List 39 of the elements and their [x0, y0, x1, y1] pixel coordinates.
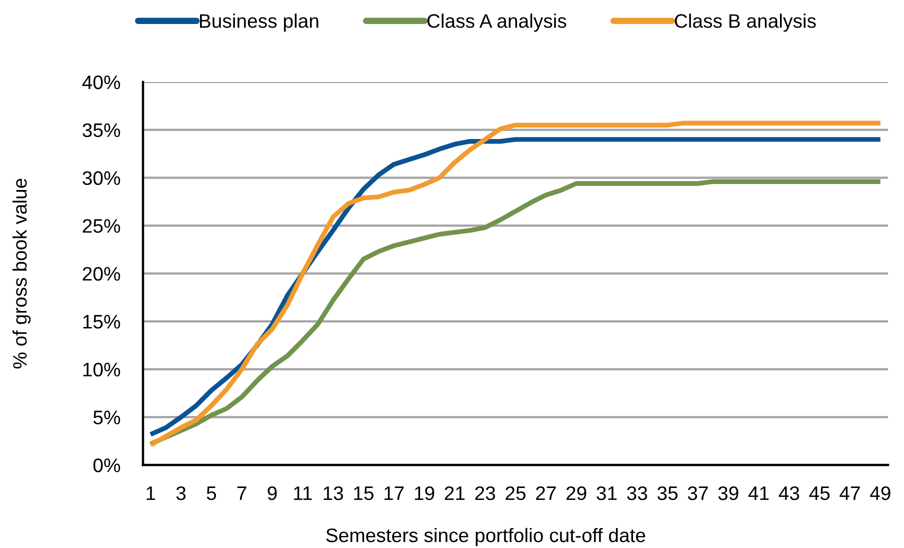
y-tick-label: 40% [82, 75, 120, 90]
x-tick-label: 35 [657, 486, 678, 500]
x-tick-label: 49 [870, 486, 890, 500]
x-tick-label: 27 [536, 486, 556, 500]
y-tick-label: 20% [82, 266, 120, 281]
x-tick-label: 37 [688, 486, 708, 500]
x-tick-label: 41 [748, 486, 769, 500]
x-tick-label: 15 [354, 486, 374, 500]
x-tick-label: 7 [237, 486, 246, 500]
x-tick-label: 45 [809, 486, 830, 500]
legend-label: Business plan [200, 14, 318, 32]
x-tick-label: 31 [596, 486, 617, 500]
x-tick-label: 13 [324, 486, 344, 500]
x-tick-label: 21 [444, 486, 465, 500]
x-tick-label: 43 [778, 486, 800, 500]
y-tick-label: 25% [82, 219, 120, 233]
y-tick-label: 15% [83, 314, 120, 329]
x-tick-label: 9 [268, 486, 277, 500]
x-tick-label: 17 [384, 486, 404, 500]
legend-label: Class A analysis [427, 14, 566, 32]
y-tick-label: 30% [82, 171, 120, 185]
x-axis-title: Semesters since portfolio cut-off date [326, 528, 646, 546]
y-tick-label: 0% [93, 458, 120, 472]
x-tick-label: 29 [566, 486, 586, 500]
x-tick-label: 39 [718, 486, 738, 500]
y-axis-title: % of gross book value [12, 178, 31, 368]
y-tick-label: 10% [83, 362, 120, 376]
x-tick-label: 25 [506, 486, 526, 500]
x-tick-label: 19 [414, 486, 434, 500]
y-tick-label: 5% [93, 410, 120, 424]
x-tick-label: 33 [627, 486, 648, 500]
legend-label: Class B analysis [674, 14, 816, 32]
x-tick-label: 3 [176, 486, 186, 500]
x-tick-label: 47 [840, 486, 860, 500]
x-tick-label: 23 [475, 486, 496, 500]
x-tick-label: 11 [294, 486, 312, 500]
x-tick-label: 5 [206, 486, 216, 500]
x-tick-label: 1 [146, 486, 156, 500]
y-tick-label: 35% [82, 123, 120, 138]
